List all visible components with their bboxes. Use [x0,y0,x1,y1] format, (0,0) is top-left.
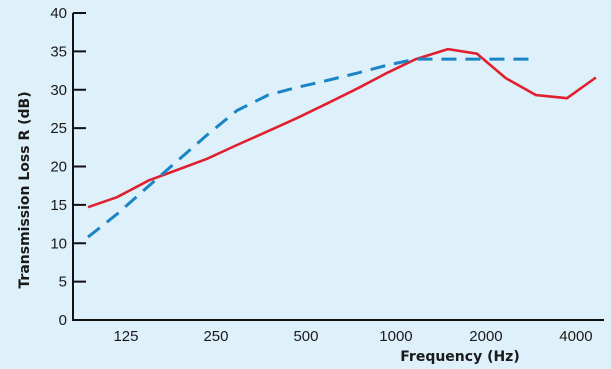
x-tick-label: 1000 [379,328,412,345]
x-tick-label: 125 [113,328,138,345]
x-axis-title: Frequency (Hz) [400,349,519,365]
y-tick-label: 30 [50,82,67,99]
plot-area: 0 5 10 15 20 25 30 35 40 125 250 500 1000 2000 4000 [50,5,604,345]
series-line-solid [87,47,597,209]
y-tick-label: 5 [59,274,67,291]
y-tick-label: 20 [50,159,67,176]
y-tick-label: 25 [50,120,67,137]
y-tick-label: 40 [50,5,67,22]
y-tick-label: 10 [50,235,67,252]
y-tick-label: 0 [59,312,67,329]
series-line-dashed [87,57,536,239]
x-tick-label: 250 [203,328,228,345]
y-tick-label: 35 [50,43,67,60]
x-tick-label: 4000 [559,328,592,345]
x-tick-label: 500 [293,328,318,345]
y-tick-label: 15 [50,197,67,214]
x-tick-label: 2000 [469,328,502,345]
y-axis-title: Transmission Loss R (dB) [17,91,33,288]
